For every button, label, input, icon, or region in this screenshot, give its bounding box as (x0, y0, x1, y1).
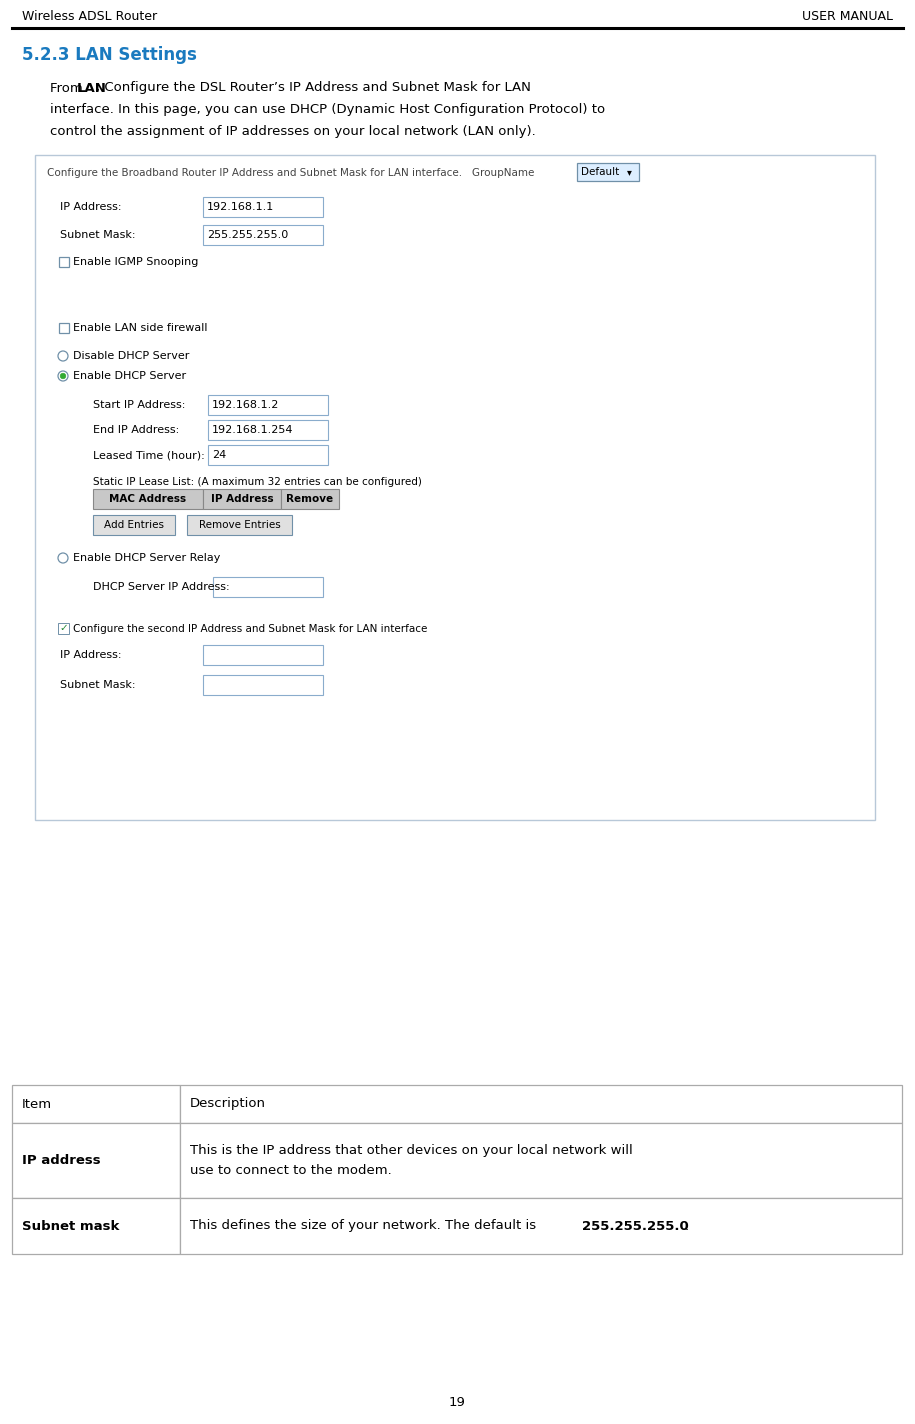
Text: Add Entries: Add Entries (104, 520, 164, 530)
Bar (187, 515, 292, 535)
Text: IP address: IP address (22, 1153, 101, 1168)
Bar (12, 1124, 180, 1198)
Text: USER MANUAL: USER MANUAL (802, 10, 893, 23)
Text: 5.2.3 LAN Settings: 5.2.3 LAN Settings (22, 46, 197, 64)
Bar (281, 488, 339, 508)
Bar (203, 488, 281, 508)
Text: interface. In this page, you can use DHCP (Dynamic Host Configuration Protocol) : interface. In this page, you can use DHC… (50, 104, 605, 117)
Text: 24: 24 (212, 450, 226, 460)
Text: Leased Time (hour):: Leased Time (hour): (93, 450, 205, 460)
Bar (180, 1124, 902, 1198)
Text: ▾: ▾ (627, 167, 631, 177)
Text: Subnet Mask:: Subnet Mask: (60, 681, 135, 691)
Bar (203, 645, 323, 665)
Text: use to connect to the modem.: use to connect to the modem. (190, 1163, 392, 1178)
Text: Enable DHCP Server Relay: Enable DHCP Server Relay (73, 553, 221, 562)
Bar (180, 1198, 902, 1255)
Text: 192.168.1.1: 192.168.1.1 (207, 202, 274, 212)
Text: control the assignment of IP addresses on your local network (LAN only).: control the assignment of IP addresses o… (50, 125, 536, 138)
Text: MAC Address: MAC Address (110, 494, 187, 504)
Text: Subnet Mask:: Subnet Mask: (60, 231, 135, 241)
Text: Configure the Broadband Router IP Address and Subnet Mask for LAN interface.   G: Configure the Broadband Router IP Addres… (47, 168, 534, 178)
Text: 192.168.1.254: 192.168.1.254 (212, 424, 294, 434)
Text: End IP Address:: End IP Address: (93, 424, 179, 434)
Text: LAN: LAN (77, 81, 106, 94)
Text: IP Address:: IP Address: (60, 649, 122, 659)
Text: IP Address:: IP Address: (60, 202, 122, 212)
Text: IP Address: IP Address (210, 494, 274, 504)
Bar (577, 162, 639, 181)
Bar (208, 444, 328, 466)
Bar (203, 197, 323, 216)
Bar (12, 1085, 180, 1124)
Text: This defines the size of your network. The default is: This defines the size of your network. T… (190, 1219, 541, 1233)
Text: Item: Item (22, 1098, 52, 1111)
Text: Disable DHCP Server: Disable DHCP Server (73, 350, 189, 362)
Bar (12, 1198, 180, 1255)
Text: .: . (684, 1219, 689, 1233)
Bar (93, 488, 203, 508)
Text: , Configure the DSL Router’s IP Address and Subnet Mask for LAN: , Configure the DSL Router’s IP Address … (96, 81, 531, 94)
Text: Default: Default (581, 167, 619, 177)
Text: Remove: Remove (286, 494, 334, 504)
Text: Start IP Address:: Start IP Address: (93, 400, 186, 410)
Bar (93, 515, 175, 535)
Text: Configure the second IP Address and Subnet Mask for LAN interface: Configure the second IP Address and Subn… (73, 624, 427, 634)
Text: Wireless ADSL Router: Wireless ADSL Router (22, 10, 157, 23)
Text: Static IP Lease List: (A maximum 32 entries can be configured): Static IP Lease List: (A maximum 32 entr… (93, 477, 422, 487)
Text: Subnet mask: Subnet mask (22, 1219, 119, 1233)
Text: ✓: ✓ (59, 624, 68, 634)
Text: From: From (50, 81, 87, 94)
Text: This is the IP address that other devices on your local network will: This is the IP address that other device… (190, 1143, 633, 1156)
Bar (35, 155, 875, 820)
Bar (203, 225, 323, 245)
Bar (59, 256, 69, 268)
Text: Remove Entries: Remove Entries (199, 520, 280, 530)
Bar (208, 394, 328, 414)
Bar (180, 1085, 902, 1124)
Text: 19: 19 (448, 1396, 466, 1408)
Text: Description: Description (190, 1098, 266, 1111)
Bar (213, 577, 323, 597)
Text: 255.255.255.0: 255.255.255.0 (582, 1219, 689, 1233)
Circle shape (60, 373, 66, 379)
Text: Enable IGMP Snooping: Enable IGMP Snooping (73, 256, 199, 268)
Text: Enable LAN side firewall: Enable LAN side firewall (73, 323, 208, 333)
Text: 255.255.255.0: 255.255.255.0 (207, 231, 288, 241)
Bar (59, 323, 69, 333)
Bar (208, 420, 328, 440)
Bar (58, 624, 69, 634)
Bar (203, 675, 323, 695)
Text: 192.168.1.2: 192.168.1.2 (212, 400, 279, 410)
Text: Enable DHCP Server: Enable DHCP Server (73, 372, 186, 382)
Text: DHCP Server IP Address:: DHCP Server IP Address: (93, 582, 230, 592)
